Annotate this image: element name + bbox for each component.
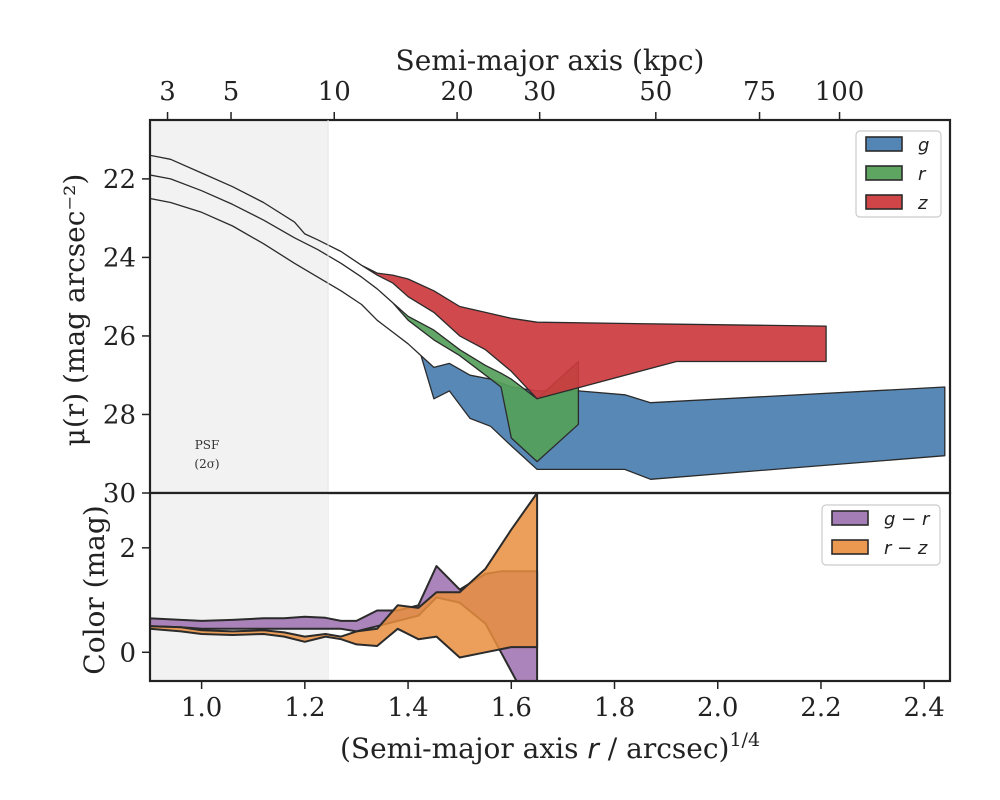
- x-tick-label: 1.6: [491, 693, 532, 723]
- legend-entry: g: [918, 135, 929, 156]
- top-tick-label: 50: [639, 77, 672, 107]
- legend-swatch: [865, 194, 903, 210]
- band-rz: [151, 493, 539, 659]
- y-tick-label-top: 28: [103, 400, 136, 430]
- y-tick-label-top: 24: [103, 243, 136, 273]
- y-tick-label-bottom: 0: [119, 638, 136, 668]
- x-tick-label: 2.2: [800, 693, 841, 723]
- top-tick-label: 3: [159, 77, 176, 107]
- y-tick-label-top: 22: [103, 165, 136, 195]
- top-tick-label: 75: [743, 77, 776, 107]
- band-z: [151, 154, 827, 400]
- surface-brightness-bands: [151, 154, 946, 480]
- top-tick-label: 100: [815, 77, 865, 107]
- legend-bands: grz: [855, 130, 942, 218]
- x-axis-label: (Semi-major axis r / arcsec)1/4: [340, 729, 760, 765]
- y-axis-label-bottom: Color (mag): [78, 505, 111, 674]
- psf-region-bottom: [150, 493, 329, 681]
- legend-swatch: [865, 165, 903, 181]
- psf-label-sigma: (2σ): [194, 457, 219, 471]
- x-tick-label: 2.4: [904, 693, 945, 723]
- x-axis-label-variable: r: [587, 732, 600, 765]
- top-axis-ticks-kpc: 3 5 10 20 30 50 75 100: [159, 77, 864, 120]
- psf-label: PSF: [195, 438, 220, 452]
- bottom-panel-frame: [148, 491, 952, 683]
- psf-region-top: [150, 120, 329, 493]
- y-axis-ticks-top: 22 24 26 28 30: [103, 165, 150, 509]
- y-tick-label-bottom: 2: [119, 534, 136, 564]
- x-axis-ticks: 1.0 1.2 1.4 1.6 1.8 2.0 2.2 2.4: [181, 681, 945, 723]
- legend-colors: g − r r − z: [821, 504, 941, 566]
- top-axis-label: Semi-major axis (kpc): [396, 44, 705, 77]
- top-tick-label: 5: [223, 77, 240, 107]
- band-r: [151, 174, 580, 463]
- top-tick-label: 30: [523, 77, 556, 107]
- legend-entry: z: [917, 193, 928, 214]
- top-tick-label: 10: [318, 77, 351, 107]
- top-tick-label: 20: [441, 77, 474, 107]
- x-tick-label: 1.0: [181, 693, 222, 723]
- y-axis-ticks-bottom: 02: [119, 534, 150, 668]
- x-axis-label-post: / arcsec): [599, 732, 730, 765]
- legend-swatch: [865, 136, 903, 152]
- x-axis-label-exponent: 1/4: [729, 729, 760, 751]
- legend-entry: g − r: [884, 509, 931, 530]
- band-g: [151, 198, 946, 480]
- y-tick-label-top: 30: [103, 479, 136, 509]
- x-tick-label: 1.4: [387, 693, 428, 723]
- color-bands: [151, 493, 539, 680]
- color-panel: 02 1.0 1.2 1.4 1.6 1.8 2.0 2.2 2.4 Color (mag) …: [78, 491, 952, 765]
- legend-swatch: [831, 539, 869, 555]
- legend-entry: r: [918, 164, 927, 185]
- x-tick-label: 2.0: [697, 693, 738, 723]
- y-axis-label-top: μ(r) (mag arcsec⁻²): [58, 174, 91, 447]
- x-tick-label: 1.8: [594, 693, 635, 723]
- y-tick-label-top: 26: [103, 322, 136, 352]
- legend-swatch: [831, 510, 869, 526]
- legend-entry: r − z: [884, 538, 928, 559]
- x-axis-label-pre: (Semi-major axis: [340, 732, 587, 765]
- x-tick-label: 1.2: [284, 693, 325, 723]
